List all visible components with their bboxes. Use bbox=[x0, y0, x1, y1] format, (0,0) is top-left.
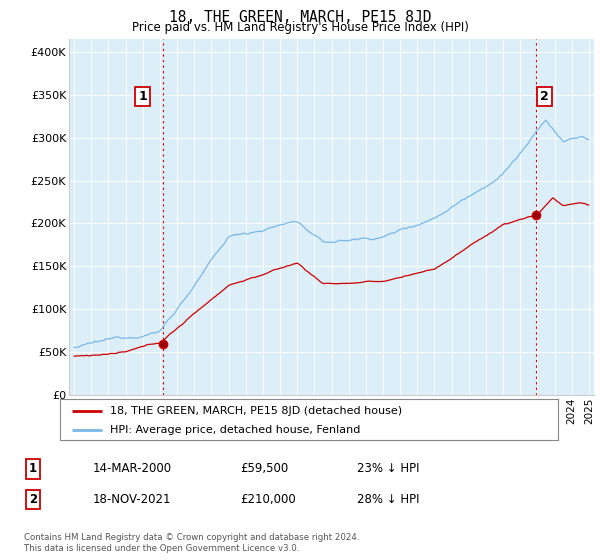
Text: 18, THE GREEN, MARCH, PE15 8JD: 18, THE GREEN, MARCH, PE15 8JD bbox=[169, 10, 431, 25]
Text: 14-MAR-2000: 14-MAR-2000 bbox=[93, 462, 172, 475]
Text: Price paid vs. HM Land Registry's House Price Index (HPI): Price paid vs. HM Land Registry's House … bbox=[131, 21, 469, 34]
Text: £210,000: £210,000 bbox=[240, 493, 296, 506]
Text: 2: 2 bbox=[540, 90, 548, 103]
Text: HPI: Average price, detached house, Fenland: HPI: Average price, detached house, Fenl… bbox=[110, 424, 360, 435]
Text: £59,500: £59,500 bbox=[240, 462, 288, 475]
Text: 1: 1 bbox=[29, 462, 37, 475]
Text: 18, THE GREEN, MARCH, PE15 8JD (detached house): 18, THE GREEN, MARCH, PE15 8JD (detached… bbox=[110, 405, 402, 416]
Text: 1: 1 bbox=[139, 90, 147, 103]
Text: 2: 2 bbox=[29, 493, 37, 506]
Text: 28% ↓ HPI: 28% ↓ HPI bbox=[357, 493, 419, 506]
Text: 23% ↓ HPI: 23% ↓ HPI bbox=[357, 462, 419, 475]
Text: 18-NOV-2021: 18-NOV-2021 bbox=[93, 493, 172, 506]
Text: Contains HM Land Registry data © Crown copyright and database right 2024.
This d: Contains HM Land Registry data © Crown c… bbox=[24, 533, 359, 553]
